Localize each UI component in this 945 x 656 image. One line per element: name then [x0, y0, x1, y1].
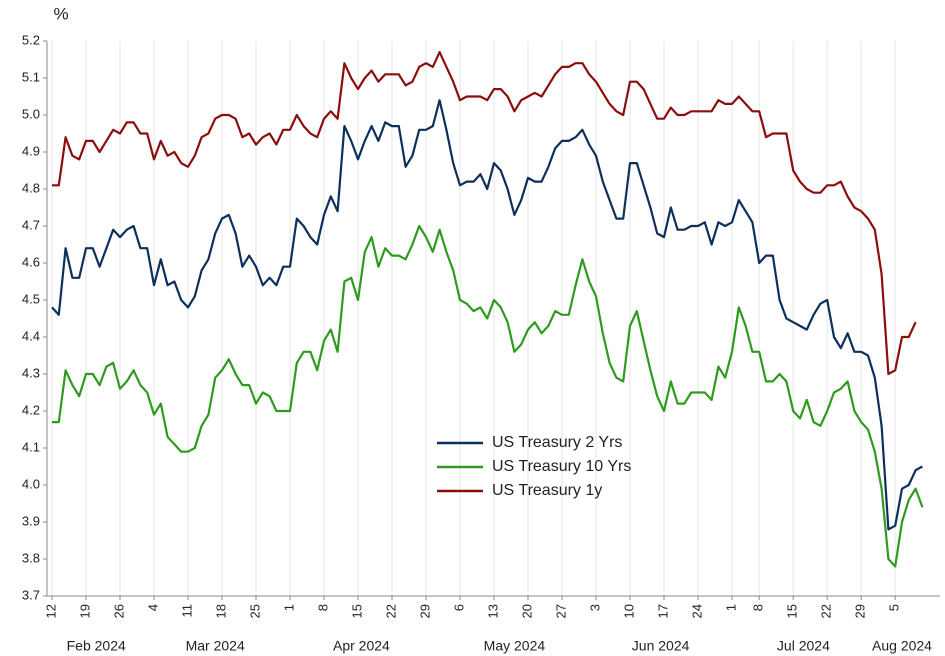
x-tick-label: 3	[587, 604, 602, 611]
month-label: Feb 2024	[67, 638, 126, 654]
y-tick-label: 3.9	[22, 513, 40, 528]
x-tick-label: 15	[785, 604, 800, 618]
x-tick-label: 17	[655, 604, 670, 618]
x-tick-label: 19	[77, 604, 92, 618]
x-tick-label: 29	[417, 604, 432, 618]
month-label: Mar 2024	[186, 638, 245, 654]
month-label: May 2024	[484, 638, 546, 654]
legend-label: US Treasury 2 Yrs	[492, 434, 622, 451]
y-tick-label: 5.1	[22, 69, 40, 84]
x-tick-label: 1	[723, 604, 738, 611]
x-tick-label: 1	[281, 604, 296, 611]
x-tick-label: 27	[553, 604, 568, 618]
y-tick-label: 4.3	[22, 365, 40, 380]
x-tick-label: 12	[43, 604, 58, 618]
x-tick-label: 8	[315, 604, 330, 611]
x-tick-label: 22	[819, 604, 834, 618]
y-tick-label: 5.0	[22, 106, 40, 121]
x-tick-label: 6	[451, 604, 466, 611]
y-tick-label: 4.9	[22, 143, 40, 158]
x-tick-label: 11	[179, 604, 194, 618]
x-tick-label: 18	[213, 604, 228, 618]
x-tick-label: 5	[887, 604, 902, 611]
x-tick-label: 10	[621, 604, 636, 618]
series-line	[52, 224, 924, 568]
legend-label: US Treasury 1y	[492, 482, 602, 499]
x-tick-label: 20	[519, 604, 534, 618]
y-tick-label: 4.2	[22, 402, 40, 417]
x-tick-label: 13	[485, 604, 500, 618]
x-tick-label: 26	[111, 604, 126, 618]
legend-label: US Treasury 10 Yrs	[492, 458, 631, 475]
month-label: Jun 2024	[632, 638, 690, 654]
y-tick-label: 4.7	[22, 217, 40, 232]
y-tick-label: 4.0	[22, 476, 40, 491]
x-tick-label: 29	[853, 604, 868, 618]
month-label: Apr 2024	[333, 638, 390, 654]
y-tick-label: 5.2	[22, 32, 40, 47]
y-tick-label: 4.8	[22, 180, 40, 195]
y-tick-label: 4.6	[22, 254, 40, 269]
y-tick-label: 4.1	[22, 439, 40, 454]
x-tick-label: 15	[349, 604, 364, 618]
x-tick-label: 25	[247, 604, 262, 618]
y-tick-label: 4.4	[22, 328, 40, 343]
month-label: Jul 2024	[777, 638, 830, 654]
x-tick-label: 24	[689, 604, 704, 618]
x-tick-label: 22	[383, 604, 398, 618]
x-tick-label: 4	[145, 604, 160, 611]
series-line	[51, 99, 923, 531]
x-tick-label: 8	[751, 604, 766, 611]
y-tick-label: 4.5	[22, 291, 40, 306]
y-tick-label: 3.7	[22, 587, 40, 602]
month-label: Aug 2024	[872, 638, 932, 654]
series-line	[52, 51, 917, 376]
y-tick-label: 3.8	[22, 550, 40, 565]
y-axis-label: %	[53, 4, 68, 23]
